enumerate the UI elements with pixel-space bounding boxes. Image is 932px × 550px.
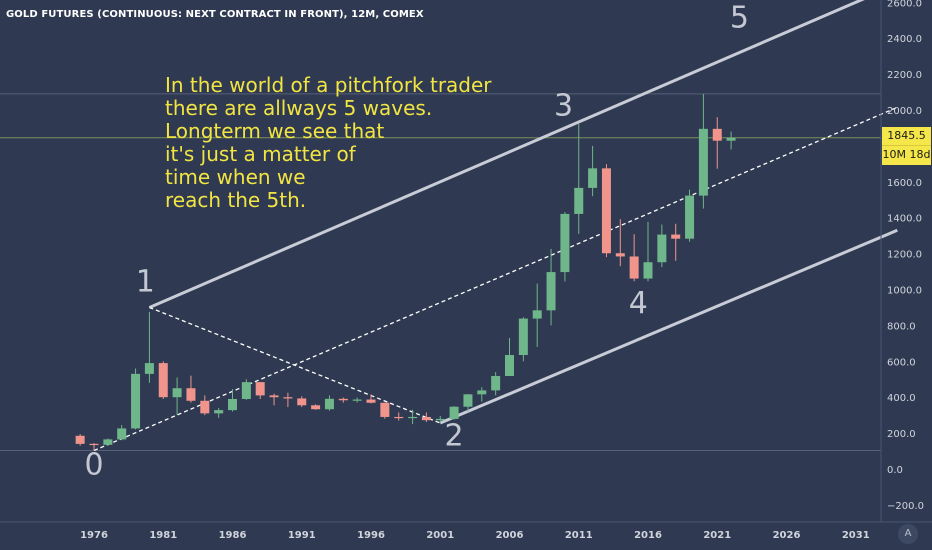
candle-body xyxy=(214,410,224,414)
x-axis-ticks[interactable]: 1976 1981 1986 1991 1996 2001 2006 2011 2016 2021… xyxy=(80,530,870,541)
wave-label: 4 xyxy=(629,286,648,321)
candle-body xyxy=(643,262,653,279)
y-tick-label: 2600.0 xyxy=(887,0,922,9)
candle-body xyxy=(615,253,625,257)
y-tick-label: 1600.0 xyxy=(887,178,922,189)
candle-body xyxy=(75,435,85,444)
candle-body xyxy=(685,195,695,239)
candle-body xyxy=(241,382,251,399)
wave-label: 3 xyxy=(554,88,573,123)
candle-body xyxy=(117,428,127,440)
candle-body xyxy=(394,416,404,419)
pitchfork-median-line[interactable] xyxy=(93,106,898,452)
price-badge: 1845.5 10M 18d xyxy=(882,127,931,165)
candle-body xyxy=(324,398,334,410)
candle-body xyxy=(491,376,501,391)
y-tick-label: 1000.0 xyxy=(887,286,922,297)
candle-body xyxy=(144,363,154,374)
candle-body xyxy=(131,373,141,429)
y-axis-ticks[interactable]: −200.0 0.0 200.0 400.0 600.0 800.0 1000.0 1200.… xyxy=(887,0,924,512)
x-tick-label: 2021 xyxy=(703,530,731,541)
candle-body xyxy=(200,400,210,414)
y-tick-label: 2400.0 xyxy=(887,34,922,45)
candle-body xyxy=(629,256,639,279)
x-tick-label: 1991 xyxy=(288,530,316,541)
candle-body xyxy=(158,363,168,398)
candle-body xyxy=(255,382,265,396)
pitchfork-lower-line[interactable] xyxy=(439,228,898,425)
bar-countdown-label: 10M 18d xyxy=(882,148,931,161)
candle-body xyxy=(546,272,556,311)
candle-body xyxy=(269,395,279,398)
x-tick-label: 1996 xyxy=(357,530,385,541)
wave-label: 2 xyxy=(445,419,464,454)
pitchfork-handle-line[interactable] xyxy=(149,306,441,424)
candle-body xyxy=(726,137,736,141)
y-tick-label: 800.0 xyxy=(887,321,916,332)
pitchfork-upper-line[interactable] xyxy=(148,0,897,309)
candle-body xyxy=(103,439,113,445)
candle-body xyxy=(518,318,528,356)
candle-body xyxy=(560,213,570,273)
x-tick-label: 2001 xyxy=(426,530,454,541)
x-tick-label: 2006 xyxy=(496,530,524,541)
wave-label: 5 xyxy=(730,0,749,35)
candle-body xyxy=(408,416,418,419)
x-tick-label: 1976 xyxy=(80,530,108,541)
y-tick-label: 600.0 xyxy=(887,357,916,368)
candle-body xyxy=(601,168,611,254)
x-tick-label: 2031 xyxy=(842,530,870,541)
y-tick-label: 0.0 xyxy=(887,465,903,476)
candle-body xyxy=(172,388,182,398)
candle-body xyxy=(574,187,584,214)
candle-body xyxy=(89,443,99,446)
candle-body xyxy=(311,405,321,410)
pitchfork-drawing[interactable] xyxy=(93,0,898,452)
auto-scale-button[interactable]: A xyxy=(898,524,918,544)
candle-body xyxy=(671,234,681,239)
candle-body xyxy=(228,398,237,411)
candle-body xyxy=(698,128,708,196)
candle-body xyxy=(505,355,514,377)
candle-body xyxy=(435,418,445,421)
wave-label: 1 xyxy=(136,264,155,299)
x-tick-label: 1981 xyxy=(149,530,177,541)
x-tick-label: 2016 xyxy=(634,530,662,541)
y-tick-label: 400.0 xyxy=(887,393,916,404)
candle-body xyxy=(588,168,598,188)
candlestick-series xyxy=(75,94,736,451)
current-price-label: 1845.5 xyxy=(882,127,931,146)
candle-body xyxy=(297,398,307,406)
candle-body xyxy=(712,128,722,141)
wave-labels: 0 1 2 3 4 5 xyxy=(84,0,749,482)
candle-body xyxy=(657,234,667,263)
candle-body xyxy=(366,399,376,403)
candle-body xyxy=(380,402,390,417)
candle-body xyxy=(532,310,542,319)
wave-label: 0 xyxy=(84,447,103,482)
candle-body xyxy=(283,397,293,399)
x-tick-label: 1986 xyxy=(219,530,247,541)
y-tick-label: −200.0 xyxy=(887,501,924,512)
y-tick-label: 1200.0 xyxy=(887,250,922,261)
candle-body xyxy=(338,398,348,401)
candle-body xyxy=(449,406,459,419)
candle-body xyxy=(352,399,362,401)
candle-body xyxy=(477,390,487,395)
chart-title: GOLD FUTURES (CONTINUOUS: NEXT CONTRACT … xyxy=(6,9,424,20)
y-tick-label: 200.0 xyxy=(887,429,916,440)
y-tick-label: 1400.0 xyxy=(887,214,922,225)
y-tick-label: 2200.0 xyxy=(887,70,922,81)
candle-body xyxy=(421,416,431,421)
x-tick-label: 2026 xyxy=(773,530,801,541)
candle-body xyxy=(186,388,196,401)
annotation-text[interactable]: In the world of a pitchfork trader there… xyxy=(165,73,492,212)
candle-body xyxy=(463,394,473,407)
x-tick-label: 2011 xyxy=(565,530,593,541)
y-tick-label: 2000.0 xyxy=(887,106,922,117)
